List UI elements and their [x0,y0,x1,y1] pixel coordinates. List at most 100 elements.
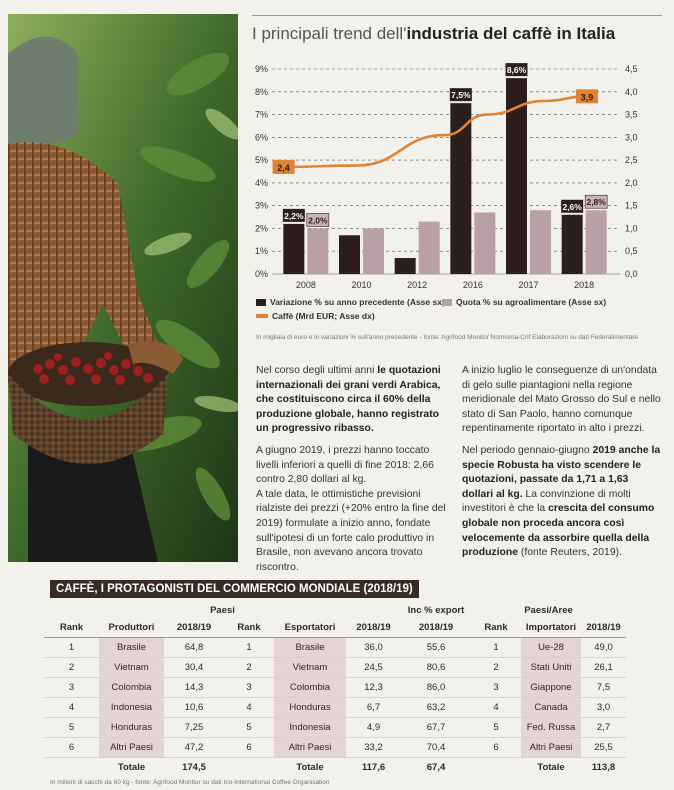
line-point [544,99,547,103]
bar-quota [307,228,329,274]
bar-quota [418,221,440,274]
table-cell: 7,5 [581,677,626,698]
line-end-label: 3,9 [581,92,594,102]
line-point [443,133,447,137]
data-label: 2,2% [284,211,304,221]
data-label: 7,5% [451,90,471,100]
table-cell: 6 [224,737,274,758]
table-cell: Canada [521,697,581,718]
paragraph: A giugno 2019, i prezzi hanno toccato li… [256,444,434,486]
x-tick-label: 2010 [351,280,371,290]
table-cell: Colombia [99,677,164,698]
bar-quota [585,210,607,274]
table-cell: 55,6 [401,637,471,658]
data-label-box [584,194,608,209]
paragraph: A inizio luglio le conseguenze di un'ond… [462,365,661,435]
data-label: 8,6% [507,65,527,75]
text-column-right: A inizio luglio le conseguenze di un'ond… [462,364,662,568]
legend-item-variazione: Variazione % su anno precedente (Asse sx… [256,297,445,307]
x-tick-label: 2012 [407,280,427,290]
table-row: 5 Honduras 7,25 5 Indonesia 4,9 67,7 5 Fed. Russ… [44,717,626,738]
table-row: 3 Colombia 14,3 3 Colombia 12,3 86,0 3 Giappone 7… [44,677,626,698]
legend-label: Quota % su agroalimentare (Asse sx) [456,297,607,307]
table-cell: Fed. Russa [521,717,581,738]
table-source-note: In milioni di sacchi da 60 kg - fonte: A… [50,779,330,786]
bar-variazione [506,78,527,274]
y-left-tick-label: 3% [255,201,268,211]
table-cell: 70,4 [401,737,471,758]
x-tick-label: 2008 [296,280,316,290]
coffee-picker-photo [8,14,238,562]
data-label-box [282,208,305,222]
table-row: 6 Altri Paesi 47,2 6 Altri Paesi 33,2 70,4 6 Alt… [44,737,626,758]
y-left-tick-label: 8% [255,87,268,97]
table-cell: 2 [471,657,521,678]
table-cell: Indonesia [99,697,164,718]
y-left-tick-label: 2% [255,223,268,233]
legend-item-caffe: Caffè (Mrd EUR; Asse dx) [256,311,375,321]
table-cell: 86,0 [401,677,471,698]
total-cell: 67,4 [426,762,446,773]
table-cell: 49,0 [581,637,626,658]
legend-label: Variazione % su anno precedente (Asse sx… [270,297,445,307]
table-cell: Altri Paesi [99,737,164,758]
x-tick-label: 2016 [463,280,483,290]
total-cell [44,758,99,778]
table-cell: 4 [44,697,99,718]
table-cell: 14,3 [164,677,224,698]
table-cell: Altri Paesi [521,737,581,758]
x-tick-label: 2018 [574,280,594,290]
paragraph-bold: 2019 anche la specie Robusta ha visto sc… [462,444,661,500]
table-cell: Honduras [99,717,164,738]
legend-label: Caffè (Mrd EUR; Asse dx) [272,311,375,321]
table-cell: Vietnam [99,657,164,678]
data-label-box [561,199,584,213]
total-cell: Totale [296,762,324,773]
coffee-trade-table: Paesi Inc % export Paesi/Aree Rank Produ… [44,602,626,777]
paragraph-text: Nel periodo gennaio-giugno [462,444,593,456]
table-cell: 80,6 [401,657,471,678]
bar-variazione [450,103,472,274]
total-cell: 117,6 [361,762,386,773]
chart-title-normal: I principali trend dell' [252,24,407,43]
bar-quota [530,210,551,274]
y-left-tick-label: 6% [255,132,268,142]
y-left-tick-label: 1% [255,246,268,256]
total-cell: Totale [117,762,146,773]
chart-title-bold: industria del caffè in Italia [406,24,616,43]
y-right-tick-label: 4,0 [625,87,638,97]
table-cell: 3 [471,677,521,698]
line-label-box [272,159,295,174]
col-header: Produttori [99,618,164,638]
table-cell: 30,4 [164,657,224,678]
coffee-trend-chart: 0% 1% 2% 3% 4% 5% 6% 7% 8% 9% 0,0 0,5 1,0 1,5 2,0 2,5 3,… [255,63,638,290]
table-header-row: Rank Produttori 2018/19 Rank Esportatori… [44,618,626,638]
y-right-tick-label: 3,0 [625,132,638,142]
table-cell: 1 [224,637,274,658]
data-label: 2,8% [586,197,606,207]
legend-swatch [256,298,266,306]
paragraph: Nel corso degli ultimi anni le quotazion… [256,364,452,437]
table-cell: 10,6 [164,697,224,718]
table-cell: Colombia [274,677,346,698]
col-header: 2018/19 [401,618,471,638]
table-cell: 26,1 [581,657,626,678]
y-right-tick-label: 4,5 [625,64,638,74]
total-cell: 113,8 [591,762,616,773]
paragraph-text: Nel corso degli ultimi anni [256,365,378,376]
table-cell: 67,7 [401,717,471,738]
col-header: Importatori [521,618,581,638]
data-label-box [306,213,330,227]
group-inc-export: Inc % export [407,604,465,616]
table-cell: 5 [224,717,274,738]
line-label-box [575,89,598,104]
table-cell: Indonesia [274,717,346,738]
table-cell: 63,2 [401,697,471,718]
paragraph-text: (fonte Reuters, 2019). [518,547,622,559]
total-cell [471,758,521,778]
table-cell: Honduras [274,697,346,718]
y-left-tick-label: 9% [255,64,268,74]
table-cell: 47,2 [164,737,224,758]
bar-variazione [283,223,305,274]
chart-source-note: In migliaia di euro e in variazioni % su… [256,334,639,341]
